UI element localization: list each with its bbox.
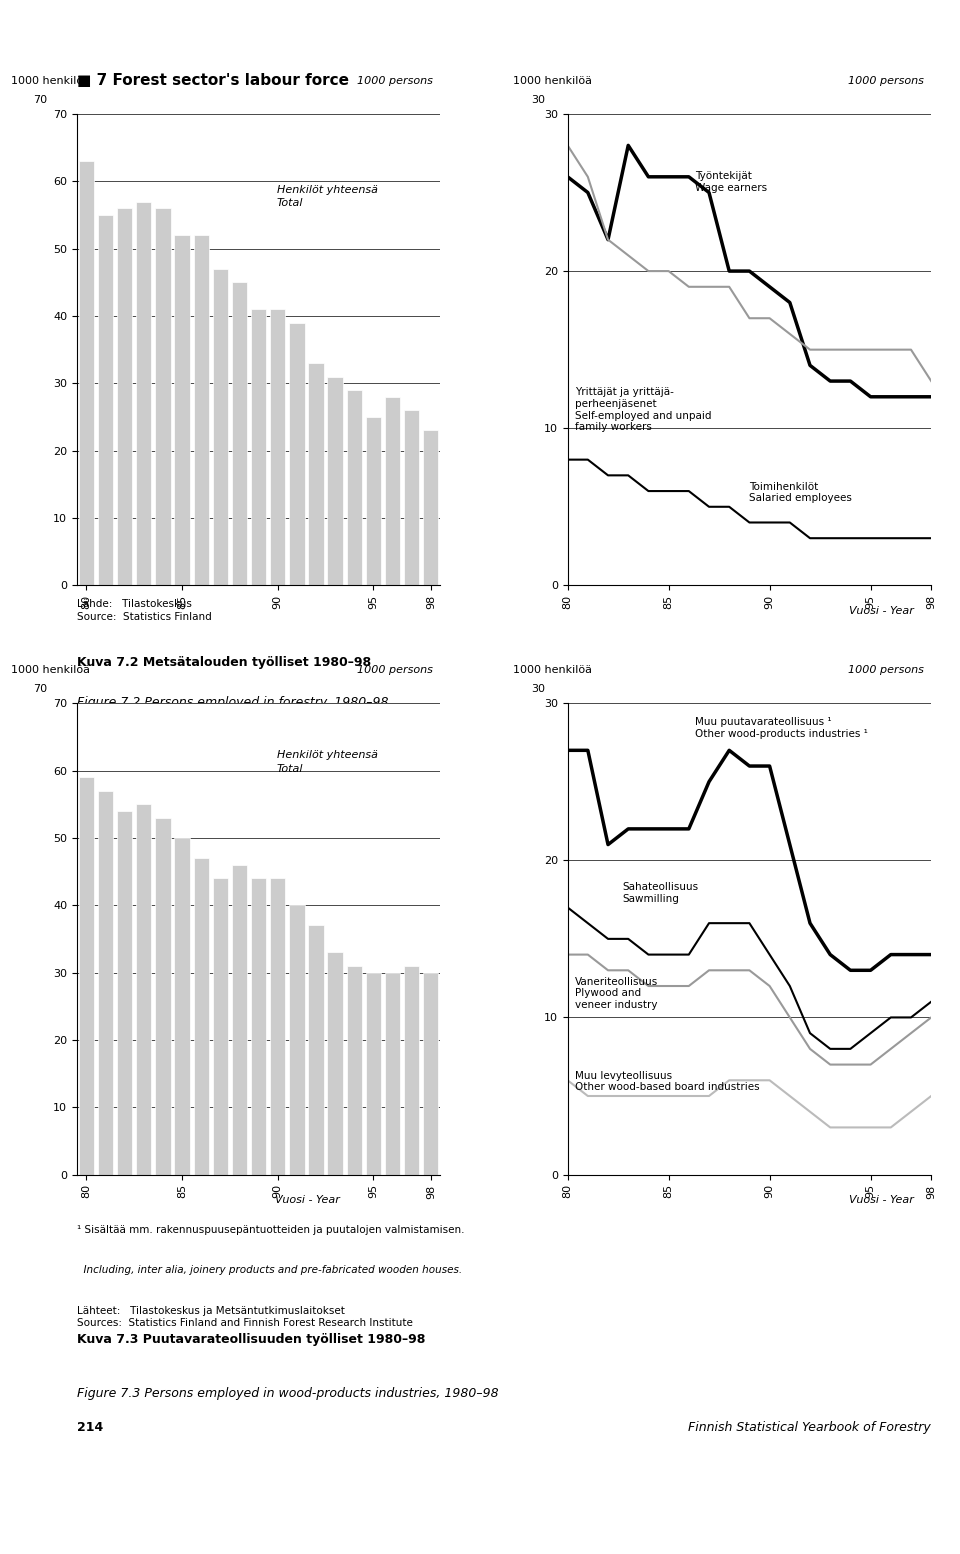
Bar [79,777,94,1175]
Bar [231,864,247,1175]
Bar [289,904,304,1175]
Bar [251,878,266,1175]
Bar [175,838,190,1175]
Text: 1000 persons: 1000 persons [848,665,924,674]
Text: Vuosi - Year: Vuosi - Year [276,1195,340,1204]
Bar [194,858,209,1175]
Text: Toimihenkilöt
Salaried employees: Toimihenkilöt Salaried employees [750,482,852,503]
Bar [423,973,439,1175]
Bar [117,208,132,586]
Text: Figure 7.3 Persons employed in wood-products industries, 1980–98: Figure 7.3 Persons employed in wood-prod… [77,1386,498,1400]
Bar [136,803,152,1175]
Text: Muu levyteollisuus
Other wood-based board industries: Muu levyteollisuus Other wood-based boar… [575,1071,759,1092]
Text: 214: 214 [77,1420,103,1434]
Bar [366,416,381,586]
Text: Lähteet:   Tilastokeskus ja Metsäntutkimuslaitokset
Sources:  Statistics Finland: Lähteet: Tilastokeskus ja Metsäntutkimus… [77,1305,413,1329]
Bar [289,323,304,586]
Text: Vuosi - Year: Vuosi - Year [850,606,914,615]
Bar [347,390,362,586]
Bar [117,811,132,1175]
Text: 1000 persons: 1000 persons [357,76,433,85]
Text: Kuva 7.2 Metsätalouden työlliset 1980–98: Kuva 7.2 Metsätalouden työlliset 1980–98 [77,656,371,670]
Text: 1000 henkilöä: 1000 henkilöä [12,76,90,85]
Bar [213,878,228,1175]
Bar [175,235,190,586]
Bar [423,430,439,586]
Bar [366,973,381,1175]
Text: Including, inter alia, joinery products and pre-fabricated wooden houses.: Including, inter alia, joinery products … [77,1265,462,1276]
Bar [308,364,324,586]
Text: Työntekijät
Wage earners: Työntekijät Wage earners [695,171,767,193]
Bar [194,235,209,586]
Text: ¹ Sisältää mm. rakennuspuusepäntuotteiden ja puutalojen valmistamisen.: ¹ Sisältää mm. rakennuspuusepäntuotteide… [77,1225,465,1235]
Text: Muu puutavarateollisuus ¹
Other wood-products industries ¹: Muu puutavarateollisuus ¹ Other wood-pro… [695,718,868,738]
Text: Henkilöt yhteensä
Total: Henkilöt yhteensä Total [276,185,378,208]
Bar [404,965,420,1175]
Text: Finnish Statistical Yearbook of Forestry: Finnish Statistical Yearbook of Forestry [688,1420,931,1434]
Text: 70: 70 [34,95,47,104]
Text: Figure 7.2 Persons employed in forestry, 1980–98: Figure 7.2 Persons employed in forestry,… [77,696,388,710]
Bar [404,410,420,586]
Text: Kuva 7.3 Puutavarateollisuuden työlliset 1980–98: Kuva 7.3 Puutavarateollisuuden työlliset… [77,1333,425,1346]
Bar [270,309,285,586]
Bar [251,309,266,586]
Bar [136,202,152,586]
Text: 70: 70 [34,684,47,693]
Bar [327,376,343,586]
Bar [385,396,400,586]
Text: Lähde:   Tilastokeskus
Source:  Statistics Finland: Lähde: Tilastokeskus Source: Statistics … [77,600,211,622]
Bar [327,953,343,1175]
Text: Henkilöt yhteensä
Total: Henkilöt yhteensä Total [276,751,378,774]
Text: Yrittäjät ja yrittäjä-
perheenjäsenet
Self-employed and unpaid
family workers: Yrittäjät ja yrittäjä- perheenjäsenet Se… [575,387,711,432]
Bar [98,791,113,1175]
Text: Vaneriteollisuus
Plywood and
veneer industry: Vaneriteollisuus Plywood and veneer indu… [575,976,659,1010]
Bar [231,283,247,586]
Bar [308,925,324,1175]
Text: 30: 30 [531,684,545,693]
Bar [347,965,362,1175]
Bar [79,162,94,586]
Text: ■ 7 Forest sector's labour force: ■ 7 Forest sector's labour force [77,73,348,87]
Bar [213,269,228,586]
Text: 1000 persons: 1000 persons [357,665,433,674]
Bar [270,878,285,1175]
Text: 30: 30 [531,95,545,104]
Text: 1000 henkilöä: 1000 henkilöä [12,665,90,674]
Text: Vuosi - Year: Vuosi - Year [850,1195,914,1204]
Text: Sahateollisuus
Sawmilling: Sahateollisuus Sawmilling [622,883,698,904]
Text: 1000 henkilöä: 1000 henkilöä [513,76,592,85]
Bar [98,214,113,586]
Text: 1000 persons: 1000 persons [848,76,924,85]
Bar [385,973,400,1175]
Text: 1000 henkilöä: 1000 henkilöä [513,665,592,674]
Bar [156,208,171,586]
Bar [156,817,171,1175]
